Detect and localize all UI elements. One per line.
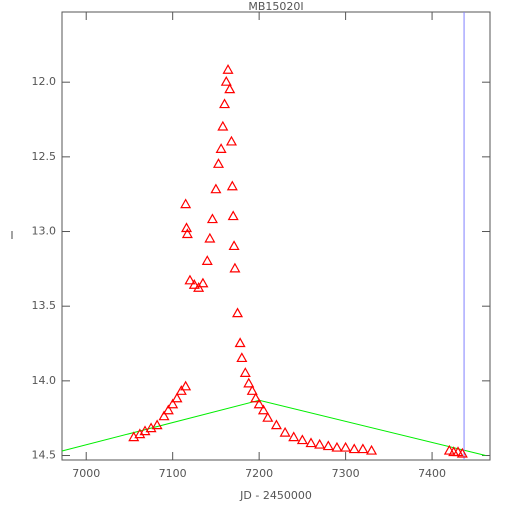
data-point xyxy=(288,431,300,442)
y-axis-label: I xyxy=(10,229,13,242)
data-point xyxy=(322,440,334,451)
data-point xyxy=(204,232,216,243)
data-point xyxy=(234,337,246,348)
data-point xyxy=(340,441,352,452)
data-point xyxy=(167,398,179,409)
data-point xyxy=(231,307,244,318)
data-point xyxy=(201,255,213,265)
data-point xyxy=(188,279,200,289)
data-point xyxy=(250,392,262,403)
x-tick-label: 7300 xyxy=(332,467,360,480)
data-point xyxy=(236,352,248,363)
data-point xyxy=(305,437,317,448)
data-point xyxy=(331,441,343,452)
data-point xyxy=(220,75,232,86)
data-point xyxy=(219,98,231,109)
data-point xyxy=(243,377,255,388)
data-point xyxy=(246,385,258,395)
data-point xyxy=(228,240,240,251)
data-point xyxy=(366,444,378,455)
data-point xyxy=(227,210,239,221)
data-point xyxy=(262,411,274,422)
plot-frame xyxy=(61,11,491,461)
data-point xyxy=(225,135,237,146)
data-point xyxy=(456,447,468,458)
y-tick-label: 13.0 xyxy=(32,225,57,238)
data-point xyxy=(239,367,251,377)
data-point xyxy=(181,228,193,239)
data-point xyxy=(180,198,192,209)
data-point xyxy=(296,434,308,445)
x-tick-label: 7400 xyxy=(418,467,446,480)
data-point xyxy=(357,443,369,454)
data-point xyxy=(229,262,241,273)
data-point xyxy=(270,419,282,430)
y-tick-label: 13.5 xyxy=(32,299,57,312)
data-point xyxy=(314,438,326,449)
y-tick-label: 14.0 xyxy=(32,374,57,387)
data-point xyxy=(184,274,196,285)
chart-title: MB15020I xyxy=(248,0,303,13)
trend-line xyxy=(61,399,486,457)
data-point xyxy=(222,64,234,74)
data-point xyxy=(162,404,174,415)
data-point xyxy=(212,158,225,168)
data-point xyxy=(348,443,360,454)
data-point xyxy=(217,120,229,131)
data-point xyxy=(253,398,265,409)
data-point xyxy=(279,426,291,437)
y-tick-label: 14.5 xyxy=(32,449,57,462)
data-point xyxy=(197,277,209,288)
x-tick-label: 7200 xyxy=(245,467,273,480)
data-point xyxy=(226,180,238,191)
data-point xyxy=(158,410,170,421)
data-point xyxy=(151,419,163,430)
x-tick-label: 7100 xyxy=(159,467,187,480)
data-point xyxy=(180,380,192,391)
data-point xyxy=(206,213,218,224)
x-tick-label: 7000 xyxy=(72,467,100,480)
y-tick-label: 12.5 xyxy=(32,150,57,163)
data-point xyxy=(224,83,236,94)
data-point xyxy=(134,428,146,439)
x-axis-label: JD - 2450000 xyxy=(239,489,312,502)
data-point xyxy=(215,143,227,153)
data-point xyxy=(257,404,269,415)
y-tick-label: 12.0 xyxy=(32,75,57,88)
data-point xyxy=(171,392,183,403)
data-point xyxy=(210,183,222,194)
